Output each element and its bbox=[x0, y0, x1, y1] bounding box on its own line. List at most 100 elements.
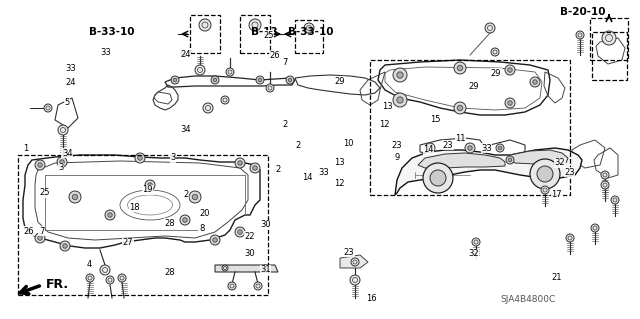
Text: 14: 14 bbox=[424, 145, 434, 154]
Circle shape bbox=[203, 103, 213, 113]
Text: 28: 28 bbox=[164, 268, 175, 277]
Text: 2: 2 bbox=[276, 165, 281, 174]
Text: 32: 32 bbox=[555, 158, 565, 167]
Text: 20: 20 bbox=[200, 209, 210, 218]
Circle shape bbox=[148, 183, 152, 187]
Circle shape bbox=[397, 97, 403, 103]
Circle shape bbox=[505, 98, 515, 108]
Circle shape bbox=[171, 76, 179, 84]
Text: 10: 10 bbox=[344, 139, 354, 148]
Circle shape bbox=[183, 218, 188, 222]
Circle shape bbox=[454, 62, 466, 74]
Text: 26: 26 bbox=[270, 51, 280, 60]
Circle shape bbox=[60, 160, 64, 164]
Circle shape bbox=[100, 265, 110, 275]
Circle shape bbox=[256, 76, 264, 84]
Circle shape bbox=[485, 23, 495, 33]
Text: 7: 7 bbox=[282, 58, 287, 67]
Circle shape bbox=[173, 78, 177, 82]
Circle shape bbox=[145, 180, 155, 190]
Text: 23: 23 bbox=[344, 248, 354, 256]
Text: 6: 6 bbox=[180, 50, 185, 59]
Circle shape bbox=[72, 194, 77, 200]
Text: 16: 16 bbox=[366, 294, 376, 303]
Text: 25: 25 bbox=[40, 189, 50, 197]
Circle shape bbox=[250, 163, 260, 173]
Circle shape bbox=[212, 238, 217, 242]
Circle shape bbox=[601, 171, 609, 179]
Circle shape bbox=[86, 274, 94, 282]
Polygon shape bbox=[510, 150, 568, 164]
Text: 23: 23 bbox=[392, 141, 402, 150]
Text: 2: 2 bbox=[183, 190, 188, 199]
Circle shape bbox=[221, 96, 229, 104]
Circle shape bbox=[530, 159, 560, 189]
Bar bbox=[295, 20, 323, 53]
Text: 23: 23 bbox=[564, 168, 575, 177]
Circle shape bbox=[210, 235, 220, 245]
Text: 33: 33 bbox=[65, 64, 76, 73]
Circle shape bbox=[106, 276, 114, 284]
Text: 14: 14 bbox=[302, 173, 312, 182]
Circle shape bbox=[423, 163, 453, 193]
Circle shape bbox=[350, 275, 360, 285]
Circle shape bbox=[235, 158, 245, 168]
Circle shape bbox=[286, 76, 294, 84]
Text: 9: 9 bbox=[394, 153, 399, 162]
Text: 34: 34 bbox=[62, 149, 72, 158]
Text: 1: 1 bbox=[23, 144, 28, 153]
Text: B-33-10: B-33-10 bbox=[288, 27, 333, 37]
Circle shape bbox=[304, 23, 314, 33]
Circle shape bbox=[430, 170, 446, 186]
Circle shape bbox=[254, 282, 262, 290]
Bar bbox=[190, 15, 220, 53]
Circle shape bbox=[508, 68, 512, 72]
Text: 2: 2 bbox=[295, 141, 300, 150]
Polygon shape bbox=[418, 153, 505, 168]
Circle shape bbox=[530, 77, 540, 87]
Text: B-20-10: B-20-10 bbox=[560, 7, 605, 17]
Circle shape bbox=[63, 244, 67, 248]
Circle shape bbox=[611, 196, 619, 204]
Circle shape bbox=[591, 224, 599, 232]
Circle shape bbox=[237, 230, 243, 234]
Text: 29: 29 bbox=[491, 69, 501, 78]
Text: 34: 34 bbox=[180, 125, 191, 134]
Bar bbox=[18, 155, 268, 295]
Text: 21: 21 bbox=[552, 273, 562, 282]
Circle shape bbox=[541, 186, 549, 194]
Circle shape bbox=[468, 146, 472, 150]
Circle shape bbox=[180, 215, 190, 225]
Text: 32: 32 bbox=[468, 249, 479, 258]
Text: SJA4B4800C: SJA4B4800C bbox=[500, 295, 556, 305]
Text: 13: 13 bbox=[382, 102, 392, 111]
Text: 27: 27 bbox=[123, 238, 133, 247]
Bar bbox=[592, 32, 627, 80]
Text: 30: 30 bbox=[244, 249, 255, 258]
Text: 5: 5 bbox=[65, 98, 70, 107]
Text: 12: 12 bbox=[379, 120, 389, 129]
Text: 18: 18 bbox=[129, 203, 140, 212]
Circle shape bbox=[576, 31, 584, 39]
Circle shape bbox=[505, 65, 515, 75]
Circle shape bbox=[69, 191, 81, 203]
Circle shape bbox=[602, 31, 616, 45]
Circle shape bbox=[393, 68, 407, 82]
Circle shape bbox=[192, 194, 198, 200]
Text: 11: 11 bbox=[456, 134, 466, 143]
Text: B-13: B-13 bbox=[252, 27, 278, 37]
Circle shape bbox=[601, 181, 609, 189]
Circle shape bbox=[118, 274, 126, 282]
Circle shape bbox=[195, 65, 205, 75]
Text: 24: 24 bbox=[65, 78, 76, 87]
Circle shape bbox=[138, 156, 142, 160]
Text: 8: 8 bbox=[199, 224, 204, 233]
Circle shape bbox=[38, 163, 42, 167]
Circle shape bbox=[38, 236, 42, 240]
Circle shape bbox=[226, 68, 234, 76]
Circle shape bbox=[35, 160, 45, 170]
Circle shape bbox=[135, 153, 145, 163]
Circle shape bbox=[108, 213, 112, 217]
Circle shape bbox=[506, 156, 514, 164]
Circle shape bbox=[35, 233, 45, 243]
